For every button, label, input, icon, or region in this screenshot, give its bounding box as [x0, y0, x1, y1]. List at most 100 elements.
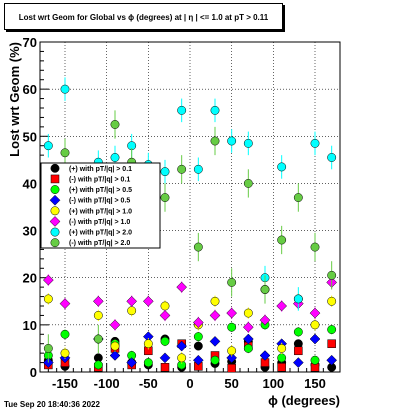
data-point	[293, 327, 303, 337]
series-layer	[42, 77, 338, 373]
x-tick-label: -50	[139, 376, 158, 391]
data-point	[292, 357, 304, 368]
x-axis-title: ϕ (degrees)	[268, 393, 340, 408]
data-point	[160, 193, 170, 203]
data-point	[160, 301, 170, 311]
legend: (+) with pT/|q| > 0.1 (-) with pT/|q| > 0…	[40, 162, 161, 249]
data-point	[209, 336, 221, 347]
data-point	[243, 178, 253, 188]
data-point	[260, 285, 270, 294]
data-point	[60, 148, 70, 158]
data-point	[93, 334, 103, 344]
legend-marker	[50, 227, 60, 237]
data-point	[109, 350, 121, 361]
data-point	[310, 355, 320, 365]
data-point	[310, 320, 320, 330]
data-point	[60, 84, 70, 94]
data-point	[227, 346, 237, 356]
legend-marker	[50, 163, 60, 173]
y-tick-label: 60	[23, 82, 37, 97]
data-point	[110, 153, 120, 162]
data-point	[42, 274, 54, 286]
data-point	[60, 348, 70, 358]
data-point	[160, 363, 170, 372]
data-point	[210, 296, 220, 306]
data-point	[277, 235, 287, 245]
x-tick-label: -150	[52, 376, 78, 391]
data-point	[226, 307, 238, 319]
legend-entry: (+) with pT/|q| > 2.0	[69, 230, 132, 237]
y-tick-label: 30	[23, 224, 37, 239]
data-point	[259, 314, 271, 326]
data-point	[226, 352, 238, 364]
data-point	[293, 193, 303, 203]
y-tick-label: 0	[30, 365, 37, 380]
legend-marker	[50, 238, 60, 248]
data-point	[294, 346, 303, 356]
data-point	[60, 329, 70, 339]
data-point	[243, 138, 253, 148]
data-point	[160, 167, 170, 177]
data-point	[192, 317, 204, 328]
legend-entry: (-) with pT/|q| > 0.5	[69, 198, 130, 205]
data-point	[227, 363, 236, 373]
date-stamp: Tue Sep 20 18:40:36 2022	[4, 400, 100, 409]
y-tick-label: 50	[23, 129, 37, 144]
data-point	[210, 355, 220, 365]
data-point	[193, 242, 203, 252]
data-point	[227, 322, 237, 332]
data-point	[259, 350, 271, 361]
data-point	[109, 319, 121, 331]
data-point	[93, 310, 103, 320]
data-point	[277, 353, 287, 363]
legend-marker	[49, 194, 61, 206]
y-tick-label: 70	[23, 35, 37, 50]
data-point	[210, 105, 220, 115]
data-point	[110, 341, 120, 351]
data-point	[243, 308, 253, 318]
data-point	[327, 325, 337, 335]
data-point	[192, 354, 204, 366]
series-5	[42, 274, 338, 333]
data-point	[43, 141, 53, 151]
data-point	[327, 153, 337, 162]
data-point	[177, 353, 187, 363]
legend-marker	[50, 206, 60, 216]
data-point	[59, 298, 71, 309]
data-point	[309, 333, 321, 345]
data-point	[293, 294, 303, 304]
legend-marker	[50, 174, 60, 184]
data-point	[93, 360, 103, 370]
x-tick-label: 150	[304, 376, 326, 391]
data-point	[177, 164, 187, 174]
legend-entry: (-) with pT/|q| > 0.1	[69, 176, 130, 183]
data-point	[242, 321, 254, 333]
data-point	[327, 270, 337, 280]
legend-entry: (-) with pT/|q| > 1.0	[69, 219, 130, 226]
x-tick-label: 0	[186, 376, 193, 391]
data-point	[110, 120, 120, 129]
data-point	[177, 105, 187, 115]
data-point	[327, 296, 337, 306]
data-point	[276, 300, 288, 312]
y-tick-label: 40	[23, 176, 37, 191]
data-point	[277, 343, 287, 353]
chart-title: Lost wrt Geom for Global vs ϕ (degrees) …	[4, 3, 283, 30]
data-point	[126, 357, 138, 368]
legend-entry: (-) with pT/|q| > 2.0	[69, 240, 130, 247]
data-point	[243, 343, 253, 353]
data-point	[209, 310, 221, 321]
data-point	[309, 307, 321, 319]
data-point	[43, 294, 53, 304]
legend-entry: (+) with pT/|q| > 0.1	[69, 166, 132, 173]
data-point	[159, 352, 171, 364]
data-point	[327, 339, 336, 348]
data-point	[310, 138, 320, 148]
data-point	[142, 295, 154, 307]
series-2	[43, 320, 337, 370]
legend-marker	[49, 216, 61, 227]
data-point	[160, 336, 170, 346]
data-point	[193, 164, 203, 174]
y-tick-label: 10	[23, 318, 37, 333]
